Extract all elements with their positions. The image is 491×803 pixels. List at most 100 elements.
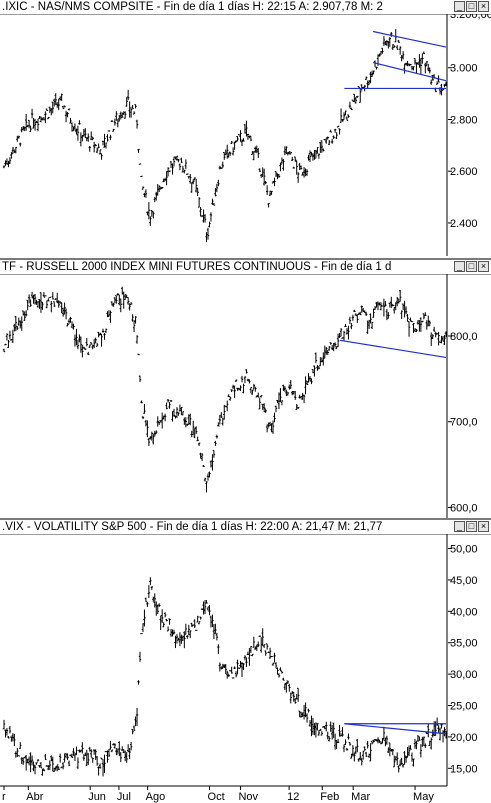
price-bar [87, 753, 89, 765]
price-bar [196, 437, 198, 441]
price-bar [171, 163, 173, 174]
price-bar [106, 134, 108, 141]
price-bar [9, 726, 11, 734]
price-bar [393, 45, 395, 47]
price-bar [84, 128, 86, 138]
price-bar [28, 757, 30, 766]
price-bar [346, 116, 348, 120]
price-bar [25, 310, 27, 316]
price-bar [397, 299, 399, 304]
price-bar [46, 109, 48, 111]
price-bar [359, 752, 361, 760]
price-bar [204, 600, 206, 614]
price-bar [168, 171, 170, 172]
maximize-button[interactable]: □ [466, 1, 477, 12]
price-bar [235, 671, 237, 677]
price-bar [192, 421, 194, 435]
price-bar [340, 108, 342, 122]
price-bar [167, 399, 169, 402]
minimize-button[interactable]: _ [454, 1, 465, 12]
price-bar [368, 320, 370, 329]
minimize-button[interactable]: _ [454, 521, 465, 532]
price-bar [303, 395, 305, 403]
price-bar [430, 332, 432, 346]
price-bar [230, 141, 232, 144]
price-bar [120, 752, 122, 762]
price-bar [149, 577, 151, 585]
price-bar [134, 716, 136, 726]
price-bar [371, 322, 373, 329]
price-bar [7, 340, 9, 348]
price-bar [46, 765, 48, 767]
price-bar [94, 144, 96, 146]
price-bar [74, 123, 76, 130]
price-bar [306, 713, 308, 722]
price-bar [349, 102, 351, 109]
price-bar [241, 662, 243, 677]
price-bar [142, 416, 144, 419]
price-bar [205, 481, 207, 492]
price-bar [303, 705, 305, 720]
price-bar [423, 51, 425, 53]
price-bar [55, 93, 57, 105]
price-bar [290, 152, 292, 154]
maximize-button[interactable]: □ [466, 521, 477, 532]
price-bar [418, 737, 420, 741]
minimize-button[interactable]: _ [454, 261, 465, 272]
price-bar [366, 81, 368, 89]
price-bar [359, 312, 361, 315]
price-bar [125, 752, 127, 763]
price-bar [63, 105, 65, 107]
price-bar [189, 631, 191, 639]
price-bar [133, 725, 135, 730]
price-bar [393, 307, 395, 314]
price-bar [32, 295, 34, 304]
price-bar [214, 624, 216, 634]
price-bar [167, 626, 169, 631]
maximize-button[interactable]: □ [466, 261, 477, 272]
price-bar [44, 111, 46, 123]
close-button[interactable]: × [478, 1, 489, 12]
price-bar [121, 746, 123, 751]
price-bar [210, 616, 212, 628]
close-button[interactable]: × [478, 521, 489, 532]
price-bar [4, 344, 6, 345]
price-bar [10, 736, 12, 741]
y-tick-label: 30,00 [450, 669, 478, 681]
trendline [344, 724, 446, 734]
price-bar [316, 724, 318, 731]
x-tick-label: Jun [88, 791, 106, 803]
price-bar [332, 135, 334, 139]
price-bar [380, 743, 382, 745]
price-bar [282, 678, 284, 681]
price-bar [429, 321, 431, 327]
price-bar [185, 624, 187, 635]
price-bar [89, 146, 91, 152]
price-chart-vix[interactable]: 15,0020,0025,0030,0035,0040,0045,0050,00… [0, 534, 491, 803]
price-bar [310, 378, 312, 384]
price-bar [247, 134, 249, 140]
price-bar [313, 723, 315, 735]
price-bar [63, 303, 65, 315]
price-bar [114, 297, 116, 303]
price-bar [238, 134, 240, 135]
price-bar [182, 412, 184, 416]
price-bar [239, 130, 241, 142]
price-bar [396, 45, 398, 50]
price-bar [295, 161, 297, 175]
price-bar [151, 432, 153, 441]
price-bar [40, 292, 42, 312]
price-bar [372, 71, 374, 75]
price-bar [340, 328, 342, 336]
price-bar [19, 320, 21, 328]
price-bar [106, 751, 108, 763]
price-bar [21, 316, 23, 330]
panel-title: .VIX - VOLATILITY S&P 500 - Fin de día 1… [2, 520, 382, 534]
price-bar [15, 147, 17, 153]
price-bar [390, 297, 392, 308]
price-bar [411, 753, 413, 762]
price-bar [210, 461, 212, 468]
close-button[interactable]: × [478, 261, 489, 272]
